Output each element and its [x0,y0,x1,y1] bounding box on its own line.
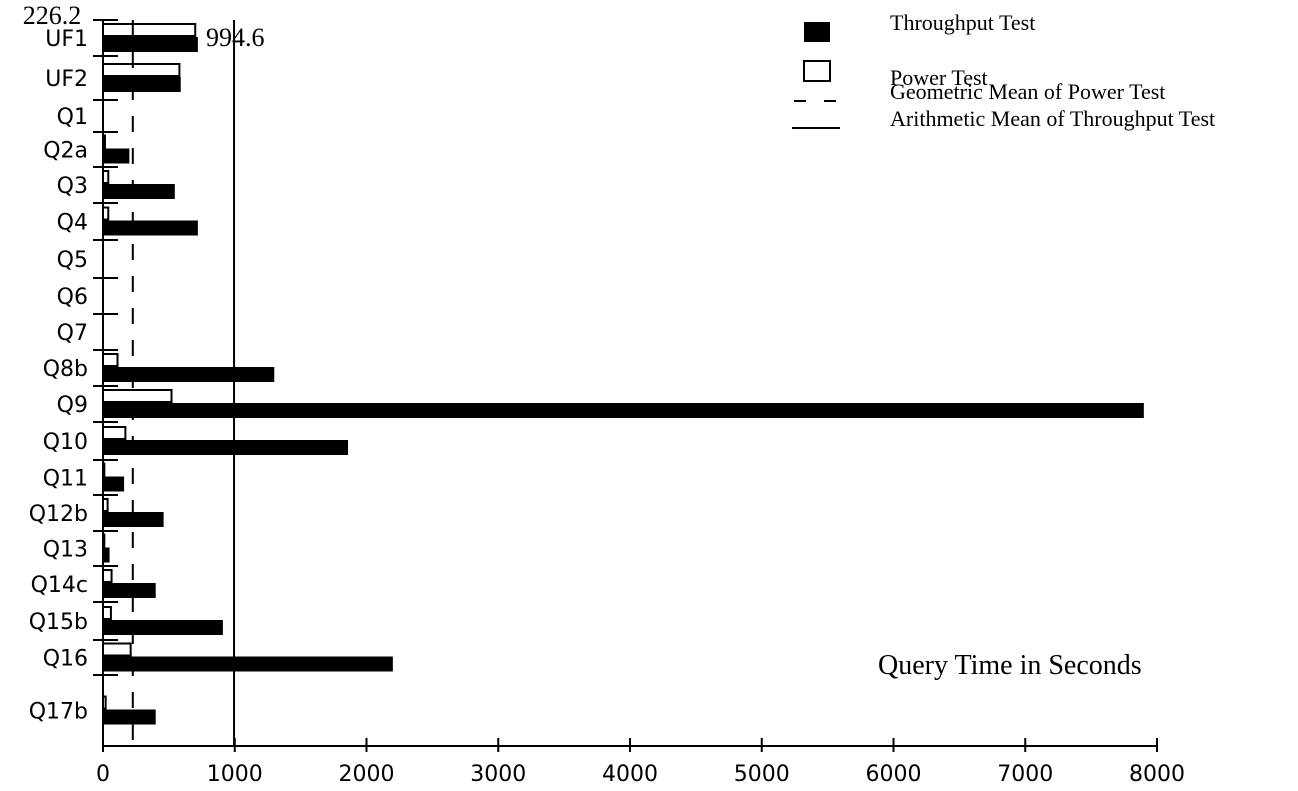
legend-swatch-hollow [803,60,831,82]
bar-power-test [102,426,127,440]
bar-power-test [102,63,181,77]
x-tick-label: 4000 [602,762,658,787]
category-label: Q6 [57,285,88,310]
bar-throughput-test [103,547,110,563]
bar-throughput-test [103,620,223,635]
bar-throughput-test [103,403,1144,418]
category-label: Q3 [57,174,88,199]
category-label: Q11 [43,467,88,492]
bars-layer [102,23,1144,725]
bar-throughput-test [103,77,181,92]
x-tick-label: 2000 [339,762,395,787]
category-label: Q13 [43,538,88,563]
category-label: Q5 [57,248,88,273]
bar-throughput-test [103,583,156,598]
arithmetic-mean-label: 994.6 [206,23,265,52]
category-label: Q1 [57,105,88,130]
legend-label: Arithmetic Mean of Throughput Test [890,106,1215,131]
bar-power-test [102,353,119,367]
bar-power-test [102,389,173,403]
category-label: Q4 [57,211,88,236]
x-tick-label: 1000 [207,762,263,787]
bar-throughput-test [103,148,130,164]
category-label: Q15b [29,610,88,635]
bar-throughput-test [103,656,393,672]
bar-power-test [102,569,113,583]
x-tick-label: 6000 [866,762,922,787]
legend-swatch-filled [804,22,830,42]
x-tick-label: 8000 [1129,762,1185,787]
legend-label: Power Test [890,65,988,90]
x-tick-label: 0 [96,762,110,787]
category-label: Q2a [43,139,88,164]
bar-throughput-test [103,220,198,236]
bar-throughput-test [103,709,156,725]
category-label: Q12b [29,502,88,527]
geometric-mean-label: 226.2 [23,1,82,30]
category-label: Q8b [43,357,88,382]
bar-throughput-test [103,440,349,455]
bar-throughput-test [103,367,275,382]
category-label: Q17b [29,700,88,725]
bar-throughput-test [103,476,125,492]
bar-power-test [102,606,112,620]
reference-lines-layer: 226.2 994.6 [23,1,265,746]
bar-throughput-test [103,184,175,199]
category-label: Q16 [43,647,88,672]
x-tick-label: 3000 [470,762,526,787]
category-label: Q7 [57,321,88,346]
legend-label: Throughput Test [890,10,1035,35]
x-tick-label: 7000 [997,762,1053,787]
category-label: UF2 [45,67,88,92]
category-label: Q9 [57,393,88,418]
x-axis-label: Query Time in Seconds [878,650,1142,681]
category-label: UF1 [45,27,88,52]
bar-throughput-test [103,37,198,52]
category-label: Q14c [31,573,88,598]
bar-power-test [102,642,132,657]
bar-throughput-test [103,512,164,527]
legend-label: Geometric Mean of Power Test [890,79,1165,104]
bar-power-test [102,23,197,37]
x-tick-label: 5000 [734,762,790,787]
category-label: Q10 [43,430,88,455]
